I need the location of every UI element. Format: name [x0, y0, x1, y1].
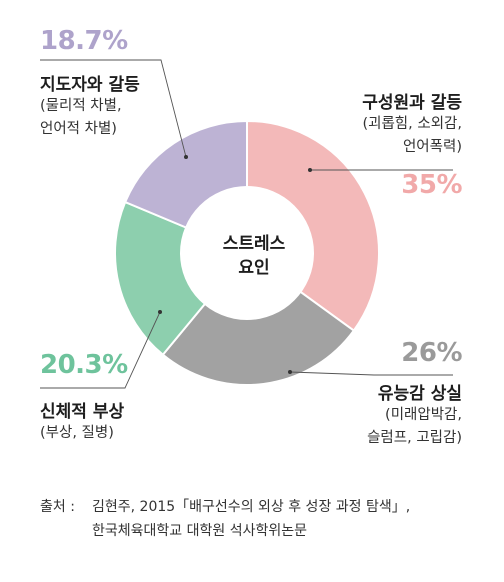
leader-line	[289, 371, 453, 376]
leader-dot	[288, 370, 292, 374]
source-line-2: 한국체육대학교 대학원 석사학위논문	[92, 523, 307, 539]
leader-line	[40, 311, 161, 389]
slice-detail-line: (물리적 차별,	[40, 98, 122, 114]
leader-line	[40, 59, 187, 158]
slice-percent-label: 35%	[401, 170, 462, 200]
leader-dot	[158, 310, 162, 314]
slice-detail-line: 언어적 차별)	[40, 121, 117, 137]
slice-percent-label: 18.7%	[40, 26, 128, 56]
source-label: 출처 :	[40, 499, 75, 515]
slice-title-label: 지도자와 갈등	[40, 75, 140, 95]
slice-percent-label: 20.3%	[40, 350, 128, 380]
slice-detail-line: 언어폭력)	[402, 139, 462, 155]
slice-detail-line: (미래압박감,	[385, 407, 462, 423]
slice-detail-label: (괴롭힘, 소외감, 언어폭력)	[362, 113, 462, 159]
donut-center-label: 스트레스 요인	[199, 232, 309, 280]
slice-detail-label: (미래압박감, 슬럼프, 고립감)	[367, 404, 462, 450]
center-label-line-2: 요인	[238, 258, 270, 278]
slice-detail-label: (부상, 질병)	[40, 422, 114, 445]
slice-title-label: 구성원과 갈등	[362, 93, 462, 113]
slice-title-label: 신체적 부상	[40, 402, 125, 422]
slice-percent-label: 26%	[401, 338, 462, 368]
leader-dot	[308, 168, 312, 172]
source-line-1: 김현주, 2015「배구선수의 외상 후 성장 과정 탐색」,	[92, 499, 411, 515]
source-citation: 출처 : 김현주, 2015「배구선수의 외상 후 성장 과정 탐색」, 한국체육…	[40, 495, 410, 543]
leader-dot	[184, 155, 188, 159]
slice-detail-line: (괴롭힘, 소외감,	[362, 116, 462, 132]
donut-slice	[246, 119, 380, 332]
slice-detail-line: (부상, 질병)	[40, 425, 114, 441]
donut-hole	[180, 186, 314, 320]
slice-detail-label: (물리적 차별, 언어적 차별)	[40, 95, 122, 141]
center-label-line-1: 스트레스	[222, 234, 286, 254]
slice-title-label: 유능감 상실	[377, 384, 462, 404]
slice-detail-line: 슬럼프, 고립감)	[367, 430, 462, 446]
